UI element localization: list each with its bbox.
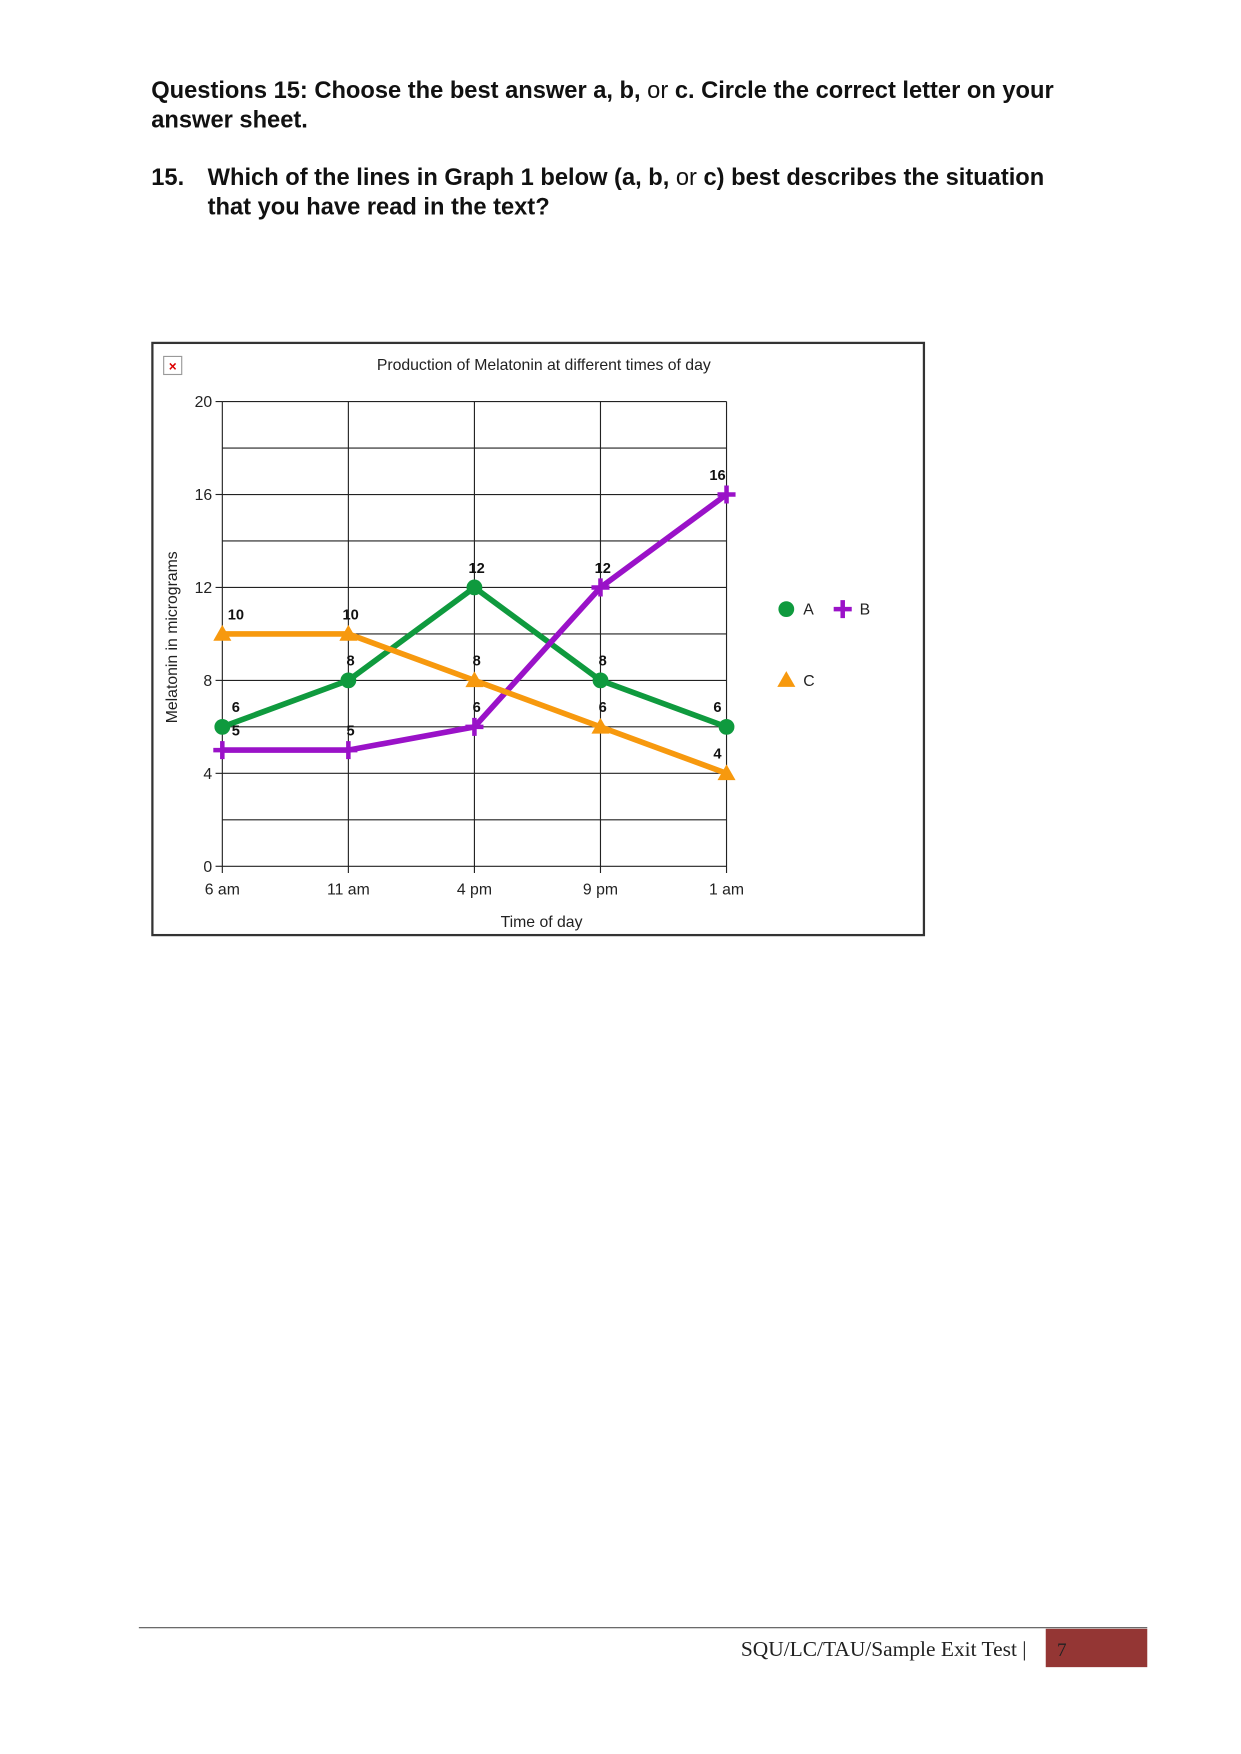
y-tick-label: 8 (203, 673, 212, 690)
data-label: 8 (599, 654, 607, 670)
marker (717, 764, 736, 781)
x-axis-label: Time of day (501, 914, 583, 931)
marker (833, 600, 852, 619)
data-label: 4 (713, 747, 722, 763)
data-label: 12 (595, 561, 611, 577)
data-label: 6 (599, 700, 607, 716)
data-label: 10 (342, 607, 358, 623)
x-tick-label: 1 am (709, 881, 744, 898)
data-label: 8 (347, 654, 355, 670)
marker (777, 671, 796, 687)
text: Questions 15: Choose the best answer a, … (151, 78, 647, 104)
marker (213, 624, 232, 641)
marker (592, 672, 609, 689)
data-label: 8 (473, 654, 481, 670)
x-tick-label: 6 am (205, 881, 240, 898)
page-number: 7 (1057, 1640, 1067, 1661)
x-tick-label: 9 pm (583, 881, 618, 898)
text: Which of the lines in Graph 1 below (a, … (208, 165, 676, 191)
marker (339, 741, 358, 760)
data-label: 5 (232, 723, 240, 739)
chart-frame (151, 341, 926, 937)
marker (339, 624, 358, 641)
marker (465, 671, 484, 688)
marker (466, 579, 483, 596)
instructions-line2: answer sheet. (151, 107, 308, 133)
data-label: 6 (473, 700, 481, 716)
x-tick-label: 4 pm (457, 881, 492, 898)
marker (340, 672, 357, 689)
marker (717, 485, 736, 504)
y-axis-label: Melatonin in micrograms (164, 551, 181, 723)
plot: 0 4 8 12 16 20 6 am 11 am 4 pm 9 pm 1 am 6 8 12 8 6 5 5 6 1… (195, 394, 744, 898)
x-tick-label: 11 am (327, 881, 370, 898)
icon-x: × (169, 359, 177, 374)
legend-label: A (803, 602, 814, 619)
y-tick-label: 12 (195, 580, 213, 597)
data-label: 16 (709, 468, 725, 484)
legend-label: B (860, 602, 871, 619)
chart-title: Production of Melatonin at different tim… (377, 357, 711, 374)
marker (591, 717, 610, 734)
data-label: 12 (469, 561, 485, 577)
marker (214, 718, 231, 735)
data-label: 6 (232, 700, 240, 716)
broken-image-icon (163, 355, 183, 376)
y-tick-label: 4 (203, 766, 212, 783)
y-tick-label: 20 (195, 394, 213, 411)
question-number: 15. (151, 165, 184, 191)
question-line2: that you have read in the text? (208, 194, 550, 220)
text: c. Circle the correct letter on your (668, 78, 1053, 104)
y-tick-label: 0 (203, 859, 212, 876)
legend-label: C (803, 673, 814, 690)
text: c) best describes the situation (697, 165, 1044, 191)
text: or (676, 165, 697, 191)
y-tick-label: 16 (195, 487, 213, 504)
marker (213, 741, 232, 760)
footer-text: SQU/LC/TAU/Sample Exit Test | (741, 1637, 1027, 1661)
data-label: 5 (347, 723, 355, 739)
marker (718, 718, 735, 735)
instructions-line1: Questions 15: Choose the best answer a, … (151, 78, 1053, 104)
text: or (647, 78, 668, 104)
question-line1: Which of the lines in Graph 1 below (a, … (208, 165, 1045, 191)
data-label: 10 (228, 607, 244, 623)
marker (778, 601, 795, 618)
page-box (1045, 1628, 1148, 1668)
marker (465, 717, 484, 736)
marker (591, 578, 610, 597)
data-label: 6 (713, 700, 721, 716)
